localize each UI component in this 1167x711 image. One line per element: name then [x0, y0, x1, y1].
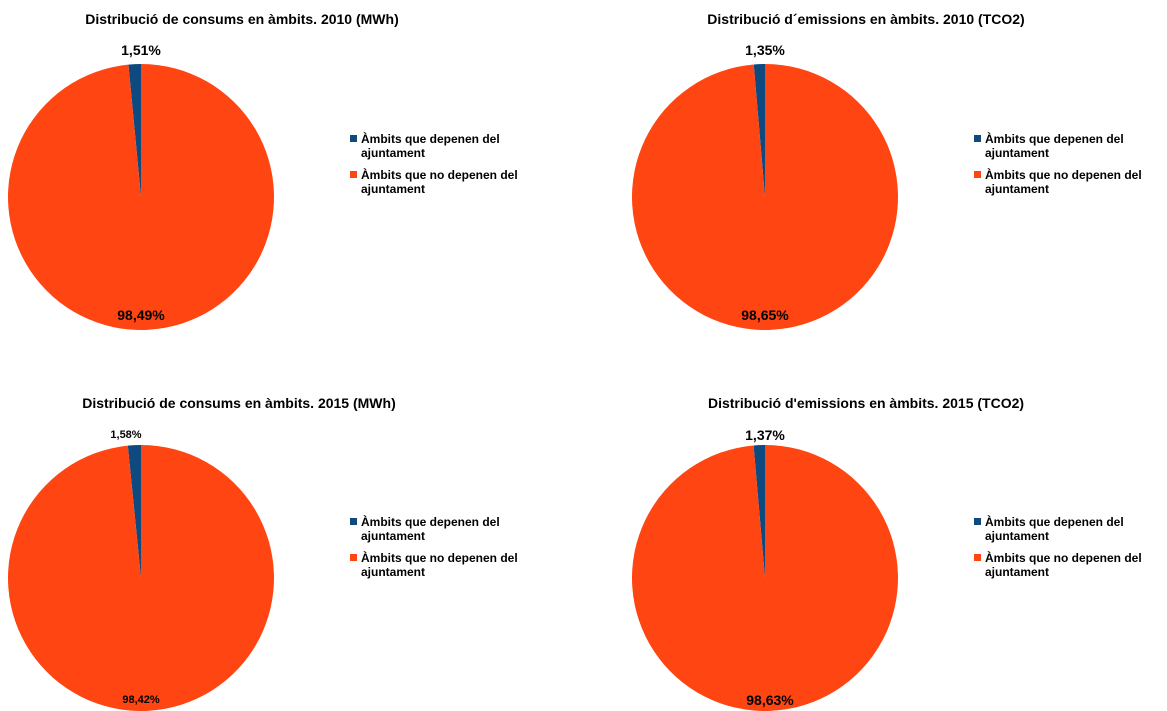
legend-swatch-a	[350, 518, 357, 525]
legend-label-b-cont: ajuntament	[985, 182, 1049, 196]
chart-consums-2015: Distribució de consums en àmbits. 2015 (…	[0, 355, 600, 711]
pie-chart: Distribució de consums en àmbits. 2015 (…	[7, 395, 518, 711]
chart-emissions-2015: Distribució d'emissions en àmbits. 2015 …	[600, 355, 1167, 711]
pie-slice-b	[8, 64, 275, 330]
legend-label-b-cont: ajuntament	[985, 565, 1049, 579]
pie-chart: Distribució de consums en àmbits. 2010 (…	[8, 11, 518, 330]
legend-label-a-cont: ajuntament	[361, 529, 425, 543]
pie-chart: Distribució d´emissions en àmbits. 2010 …	[632, 11, 1142, 331]
legend-swatch-b	[350, 171, 357, 178]
legend-label-a: Àmbits que depenen del	[361, 131, 500, 146]
legend-swatch-a	[974, 518, 981, 525]
data-label-a: 1,51%	[121, 42, 161, 58]
legend-swatch-a	[974, 135, 981, 142]
legend: Àmbits que depenen del ajuntament Àmbits…	[350, 514, 518, 579]
legend-label-a-cont: ajuntament	[985, 529, 1049, 543]
chart-title: Distribució de consums en àmbits. 2010 (…	[85, 11, 399, 27]
legend-swatch-b	[974, 171, 981, 178]
pie-chart: Distribució d'emissions en àmbits. 2015 …	[631, 395, 1142, 711]
legend-swatch-a	[350, 135, 357, 142]
legend-label-b-cont: ajuntament	[361, 565, 425, 579]
chart-title: Distribució de consums en àmbits. 2015 (…	[82, 395, 396, 411]
chart-title: Distribució d´emissions en àmbits. 2010 …	[707, 11, 1024, 27]
chart-title: Distribució d'emissions en àmbits. 2015 …	[708, 395, 1024, 411]
legend-label-a: Àmbits que depenen del	[985, 514, 1124, 529]
chart-emissions-2010: Distribució d´emissions en àmbits. 2010 …	[600, 0, 1167, 355]
pie-slice-a	[753, 64, 765, 197]
legend: Àmbits que depenen del ajuntament Àmbits…	[974, 514, 1142, 579]
pie-slice-a	[127, 445, 141, 578]
legend-swatch-b	[350, 554, 357, 561]
legend-label-b-cont: ajuntament	[361, 182, 425, 196]
pie-slice-b	[632, 64, 899, 331]
legend-label-a-cont: ajuntament	[361, 146, 425, 160]
legend-label-a-cont: ajuntament	[985, 146, 1049, 160]
legend: Àmbits que depenen del ajuntament Àmbits…	[350, 131, 518, 196]
chart-consums-2010: Distribució de consums en àmbits. 2010 (…	[0, 0, 600, 355]
legend-label-b: Àmbits que no depenen del	[985, 550, 1142, 565]
data-label-b: 98,63%	[746, 692, 794, 708]
data-label-a: 1,35%	[745, 42, 785, 58]
pie-slice-a	[128, 64, 141, 197]
data-label-b: 98,42%	[122, 694, 160, 706]
legend-label-b: Àmbits que no depenen del	[361, 167, 518, 182]
data-label-a: 1,58%	[110, 429, 141, 441]
pie-slice-b	[631, 445, 898, 711]
data-label-b: 98,49%	[117, 307, 165, 323]
legend-label-b: Àmbits que no depenen del	[361, 550, 518, 565]
legend: Àmbits que depenen del ajuntament Àmbits…	[974, 131, 1142, 196]
legend-label-b: Àmbits que no depenen del	[985, 167, 1142, 182]
data-label-b: 98,65%	[741, 307, 789, 323]
legend-label-a: Àmbits que depenen del	[361, 514, 500, 529]
pie-slice-a	[753, 445, 765, 578]
legend-swatch-b	[974, 554, 981, 561]
legend-label-a: Àmbits que depenen del	[985, 131, 1124, 146]
data-label-a: 1,37%	[745, 427, 785, 443]
pie-slice-b	[7, 445, 274, 711]
